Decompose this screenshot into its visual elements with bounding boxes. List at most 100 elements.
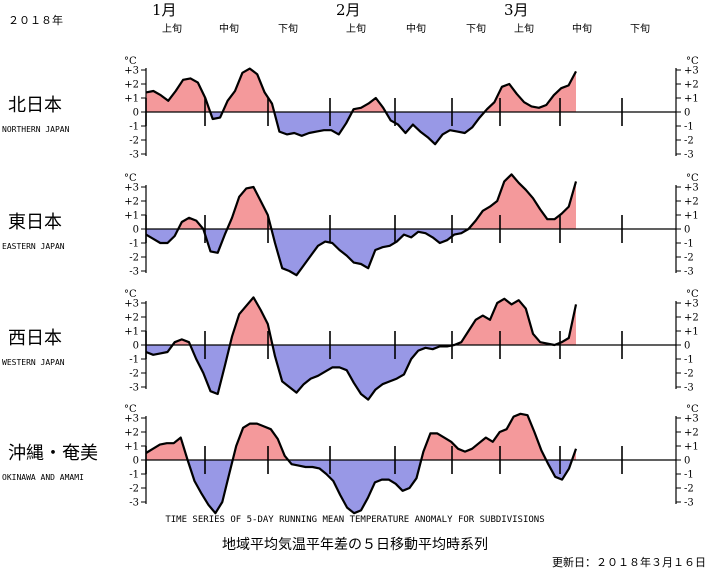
y-tick-label-3-r1: +2 bbox=[684, 313, 699, 324]
y-tick-label-1-r3: 0 bbox=[684, 108, 690, 119]
y-tick-label-2-l2: +1 bbox=[124, 211, 139, 222]
unit-label-1-r: °C bbox=[686, 56, 699, 67]
y-tick-label-2-l6: -3 bbox=[129, 267, 139, 278]
dekad-label-3-1: 上旬 bbox=[514, 22, 534, 35]
y-tick-label-3-l6: -3 bbox=[129, 383, 139, 394]
region-sub-3: WESTERN JAPAN bbox=[2, 358, 65, 367]
y-tick-label-1-r0: +3 bbox=[684, 66, 699, 77]
y-tick-label-2-r5: -2 bbox=[684, 253, 694, 264]
y-tick-label-2-r1: +2 bbox=[684, 197, 699, 208]
anomaly-line-4 bbox=[145, 412, 578, 515]
region-sub-1: NORTHERN JAPAN bbox=[2, 125, 70, 134]
english-title: TIME SERIES OF 5-DAY RUNNING MEAN TEMPER… bbox=[165, 515, 544, 525]
y-tick-label-3-l1: +2 bbox=[124, 313, 139, 324]
y-tick-label-4-r6: -3 bbox=[684, 498, 694, 509]
y-tick-label-2-l1: +2 bbox=[124, 197, 139, 208]
panel-2: +3+2+10-1-2-3°C+3+2+10-1-2-3°C東日本EASTERN… bbox=[2, 173, 699, 278]
y-tick-label-4-l2: +1 bbox=[124, 442, 139, 453]
y-tick-label-1-r5: -2 bbox=[684, 136, 694, 147]
update-date: 更新日：２０１８年３月１６日 bbox=[552, 555, 706, 569]
y-tick-label-1-r2: +1 bbox=[684, 94, 699, 105]
region-name-1: 北日本 bbox=[8, 95, 62, 116]
y-tick-label-4-r2: +1 bbox=[684, 442, 699, 453]
y-tick-label-4-l3: 0 bbox=[133, 456, 139, 467]
y-tick-label-4-l0: +3 bbox=[124, 414, 139, 425]
unit-label-1-l: °C bbox=[124, 56, 137, 67]
dekad-label-2-1: 上旬 bbox=[346, 22, 366, 35]
unit-label-2-l: °C bbox=[124, 173, 137, 184]
negative-area-4 bbox=[146, 460, 576, 514]
y-tick-label-2-r2: +1 bbox=[684, 211, 699, 222]
y-tick-label-2-r4: -1 bbox=[684, 239, 694, 250]
y-tick-label-4-l6: -3 bbox=[129, 498, 139, 509]
y-tick-label-3-r6: -3 bbox=[684, 383, 694, 394]
y-tick-label-1-l1: +2 bbox=[124, 80, 139, 91]
dekad-label-1-1: 上旬 bbox=[162, 22, 182, 35]
y-tick-label-3-r5: -2 bbox=[684, 369, 694, 380]
region-name-3: 西日本 bbox=[8, 328, 62, 349]
unit-label-3-l: °C bbox=[124, 289, 137, 300]
y-tick-label-4-r3: 0 bbox=[684, 456, 690, 467]
region-sub-2: EASTERN JAPAN bbox=[2, 242, 65, 251]
positive-area-1 bbox=[146, 68, 576, 112]
y-tick-label-4-l1: +2 bbox=[124, 428, 139, 439]
panel-1: +3+2+10-1-2-3°C+3+2+10-1-2-3°C北日本NORTHER… bbox=[2, 56, 699, 161]
y-tick-label-3-r3: 0 bbox=[684, 341, 690, 352]
y-tick-label-3-l0: +3 bbox=[124, 299, 139, 310]
y-tick-label-1-l5: -2 bbox=[129, 136, 139, 147]
region-name-4: 沖縄・奄美 bbox=[8, 443, 98, 464]
anomaly-line-3 bbox=[145, 296, 578, 401]
y-tick-label-1-l0: +3 bbox=[124, 66, 139, 77]
y-tick-label-3-l3: 0 bbox=[133, 341, 139, 352]
unit-label-2-r: °C bbox=[686, 173, 699, 184]
anomaly-line-2 bbox=[145, 173, 578, 277]
y-tick-label-2-r0: +3 bbox=[684, 183, 699, 194]
region-name-2: 東日本 bbox=[8, 212, 62, 233]
unit-label-4-l: °C bbox=[124, 404, 137, 415]
y-tick-label-2-l4: -1 bbox=[129, 239, 139, 250]
unit-label-4-r: °C bbox=[686, 404, 699, 415]
y-tick-label-1-l3: 0 bbox=[133, 108, 139, 119]
dekad-label-3-2: 中旬 bbox=[572, 22, 592, 35]
month-label-feb: 2月 bbox=[336, 1, 361, 19]
y-tick-label-3-r4: -1 bbox=[684, 355, 694, 366]
y-tick-label-2-r6: -3 bbox=[684, 267, 694, 278]
y-tick-label-4-r4: -1 bbox=[684, 470, 694, 481]
y-tick-label-4-r5: -2 bbox=[684, 484, 694, 495]
y-tick-label-3-r0: +3 bbox=[684, 299, 699, 310]
y-tick-label-4-l5: -2 bbox=[129, 484, 139, 495]
y-tick-label-2-l5: -2 bbox=[129, 253, 139, 264]
month-label-jan: 1月 bbox=[152, 1, 177, 19]
positive-area-3 bbox=[146, 297, 576, 345]
y-tick-label-1-r4: -1 bbox=[684, 122, 694, 133]
anomaly-line-1 bbox=[145, 67, 577, 146]
y-tick-label-2-l0: +3 bbox=[124, 183, 139, 194]
y-tick-label-1-l4: -1 bbox=[129, 122, 139, 133]
y-tick-label-4-r1: +2 bbox=[684, 428, 699, 439]
negative-area-3 bbox=[146, 345, 576, 400]
y-tick-label-3-l5: -2 bbox=[129, 369, 139, 380]
y-tick-label-1-r1: +2 bbox=[684, 80, 699, 91]
y-tick-label-3-l4: -1 bbox=[129, 355, 139, 366]
dekad-label-2-2: 中旬 bbox=[406, 22, 426, 35]
y-tick-label-1-r6: -3 bbox=[684, 150, 694, 161]
negative-area-2 bbox=[146, 229, 576, 276]
month-label-mar: 3月 bbox=[504, 1, 529, 19]
dekad-label-2-3: 下旬 bbox=[466, 22, 486, 35]
panel-3: +3+2+10-1-2-3°C+3+2+10-1-2-3°C西日本WESTERN… bbox=[2, 289, 699, 401]
dekad-label-1-2: 中旬 bbox=[219, 22, 239, 35]
panel-4: +3+2+10-1-2-3°C+3+2+10-1-2-3°C沖縄・奄美OKINA… bbox=[2, 404, 699, 515]
y-tick-label-4-l4: -1 bbox=[129, 470, 139, 481]
dekad-label-3-3: 下旬 bbox=[630, 22, 650, 35]
negative-area-1 bbox=[146, 112, 576, 145]
y-tick-label-1-l6: -3 bbox=[129, 150, 139, 161]
y-tick-label-1-l2: +1 bbox=[124, 94, 139, 105]
y-tick-label-3-l2: +1 bbox=[124, 327, 139, 338]
positive-area-4 bbox=[146, 413, 576, 460]
y-tick-label-2-l3: 0 bbox=[133, 225, 139, 236]
y-tick-label-2-r3: 0 bbox=[684, 225, 690, 236]
unit-label-3-r: °C bbox=[686, 289, 699, 300]
japanese-title: 地域平均気温平年差の５日移動平均時系列 bbox=[222, 537, 488, 553]
dekad-label-1-3: 下旬 bbox=[278, 22, 298, 35]
